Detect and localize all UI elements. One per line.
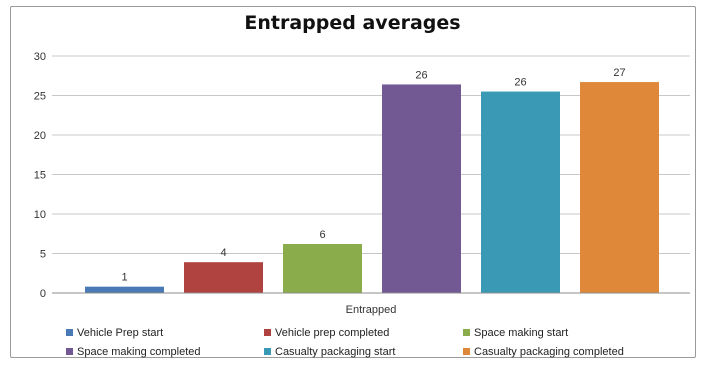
legend-label: Vehicle prep completed [275, 327, 389, 339]
y-tick-label: 30 [34, 51, 46, 63]
data-label: 4 [220, 247, 226, 259]
data-label: 26 [415, 69, 427, 81]
y-tick-label: 10 [34, 209, 46, 221]
legend-swatch [463, 329, 470, 336]
y-tick-label: 0 [40, 288, 46, 300]
bar [85, 286, 164, 293]
legend-label: Casualty packaging start [275, 346, 395, 358]
bars [85, 82, 659, 293]
data-label: 27 [613, 67, 625, 79]
data-label: 1 [121, 272, 127, 284]
data-labels: 1 4 6 26 26 27 [121, 67, 625, 284]
legend-swatch [66, 329, 73, 336]
legend-label: Space making completed [77, 346, 201, 358]
bar [481, 91, 560, 293]
bar [580, 82, 659, 293]
legend-swatch [66, 348, 73, 355]
bar [184, 262, 263, 293]
y-tick-label: 15 [34, 170, 46, 182]
data-label: 26 [514, 77, 526, 89]
legend: Vehicle Prep start Vehicle prep completed… [66, 327, 624, 358]
bar [382, 84, 461, 293]
legend-swatch [463, 348, 470, 355]
legend-label: Vehicle Prep start [77, 327, 163, 339]
y-tick-label: 25 [34, 91, 46, 103]
bar [283, 244, 362, 293]
x-axis: Entrapped [52, 292, 690, 316]
data-label: 6 [319, 229, 325, 241]
y-tick-label: 5 [40, 249, 46, 261]
y-tick-label: 20 [34, 130, 46, 142]
legend-swatch [264, 329, 271, 336]
legend-label: Space making start [474, 327, 568, 339]
x-category-label: Entrapped [346, 304, 397, 316]
y-axis-ticks: 0 5 10 15 20 25 30 [34, 51, 46, 300]
legend-swatch [264, 348, 271, 355]
legend-label: Casualty packaging completed [474, 346, 624, 358]
chart-title: Entrapped averages [244, 12, 461, 34]
